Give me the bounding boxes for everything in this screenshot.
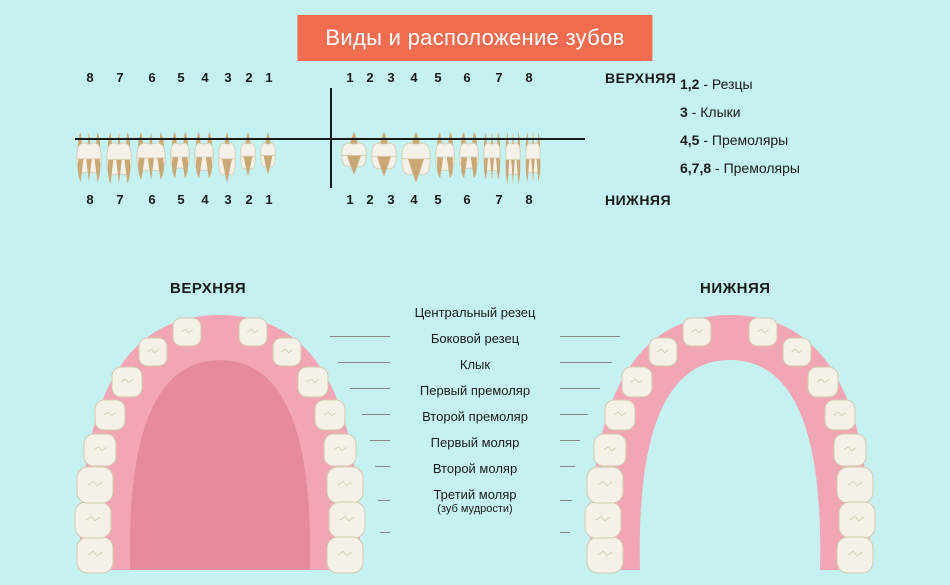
legend-row: 6,7,8 - Премоляры [680, 154, 800, 182]
lower-left-numbers: 87654321 [75, 192, 279, 207]
upper-left-numbers: 87654321 [75, 70, 279, 85]
upper-left-teeth [75, 88, 279, 137]
wisdom-tooth-sublabel: (зуб мудрости) [415, 503, 536, 515]
tooth-1 [259, 96, 279, 137]
tooth-5 [458, 94, 482, 137]
tooth-name-label: Центральный резец [415, 305, 536, 320]
tooth-4 [193, 142, 217, 183]
tooth-6 [482, 92, 504, 137]
tooth-8 [524, 90, 544, 137]
upper-arch-label: ВЕРХНЯЯ [170, 280, 246, 297]
upper-jaw-label: ВЕРХНЯЯ [605, 70, 676, 86]
tooth-7 [105, 88, 135, 137]
upper-right-numbers: 12345678 [340, 70, 544, 85]
upper-right-teeth [340, 88, 544, 137]
lower-right-numbers: 12345678 [340, 192, 544, 207]
legend-row: 1,2 - Резцы [680, 70, 800, 98]
lower-arch-label: НИЖНЯЯ [700, 280, 771, 297]
legend-row: 4,5 - Премоляры [680, 126, 800, 154]
tooth-5 [169, 142, 193, 183]
tooth-2 [370, 94, 400, 137]
tooth-4 [434, 92, 458, 137]
tooth-3 [400, 142, 434, 187]
tooth-name-label: Третий моляр [415, 487, 536, 502]
tooth-name-label: Клык [415, 357, 536, 372]
tooth-6 [482, 142, 504, 185]
upper-arch [65, 300, 375, 580]
tooth-6 [135, 142, 169, 185]
lower-jaw-label: НИЖНЯЯ [605, 192, 671, 208]
tooth-3 [217, 142, 239, 187]
tooth-2 [370, 142, 400, 181]
tooth-4 [434, 142, 458, 183]
tooth-2 [239, 94, 259, 137]
page-title: Виды и расположение зубов [297, 15, 652, 61]
tooth-4 [193, 92, 217, 137]
legend-row: 3 - Клыки [680, 98, 800, 126]
tooth-type-legend: 1,2 - Резцы3 - Клыки4,5 - Премоляры6,7,8… [680, 70, 800, 182]
tooth-7 [504, 142, 524, 189]
tooth-3 [400, 88, 434, 137]
tooth-8 [75, 90, 105, 137]
lower-left-teeth [75, 142, 279, 189]
tooth-3 [217, 88, 239, 137]
arch-diagrams: ВЕРХНЯЯ НИЖНЯЯ Центральный резец Боковой … [0, 280, 950, 580]
tooth-name-label: Второй моляр [415, 461, 536, 476]
tooth-name-label: Первый премоляр [415, 383, 536, 398]
tooth-5 [169, 94, 193, 137]
tooth-7 [105, 142, 135, 189]
tooth-8 [524, 142, 544, 187]
tooth-name-label: Боковой резец [415, 331, 536, 346]
tooth-1 [340, 96, 370, 137]
tooth-name-labels: Центральный резец Боковой резец Клык Первый… [415, 305, 536, 526]
tooth-8 [75, 142, 105, 187]
tooth-name-label: Второй премоляр [415, 409, 536, 424]
tooth-1 [259, 142, 279, 179]
tooth-5 [458, 142, 482, 183]
tooth-7 [504, 88, 524, 137]
lower-right-teeth [340, 142, 544, 189]
vertical-divider [330, 88, 332, 188]
tooth-6 [135, 92, 169, 137]
tooth-name-label: Первый моляр [415, 435, 536, 450]
lower-arch [575, 300, 885, 580]
tooth-2 [239, 142, 259, 181]
tooth-1 [340, 142, 370, 179]
